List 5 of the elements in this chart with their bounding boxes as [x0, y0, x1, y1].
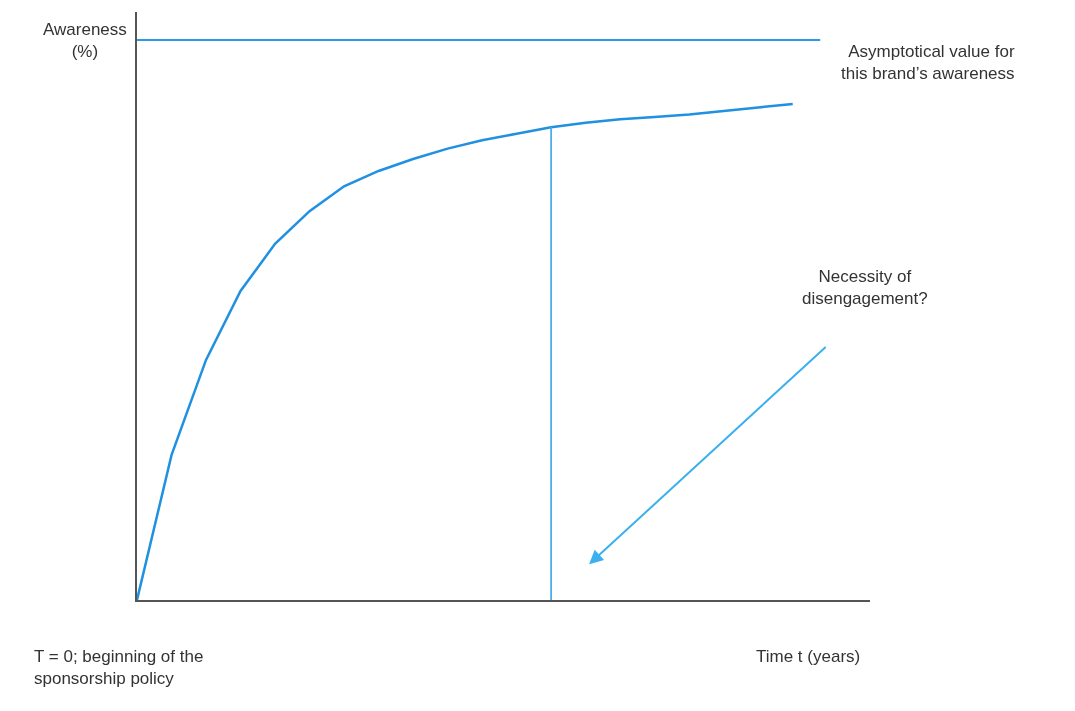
y-axis-title: Awareness (%): [43, 20, 127, 62]
x-axis-title: Time t (years): [756, 647, 861, 666]
annotation: Necessity of disengagement?: [802, 267, 928, 309]
ref-line-label: Asymptotical value for this brand’s awareness: [841, 42, 1015, 84]
text: T = 0; beginning of the sponsorship policy: [34, 647, 204, 689]
